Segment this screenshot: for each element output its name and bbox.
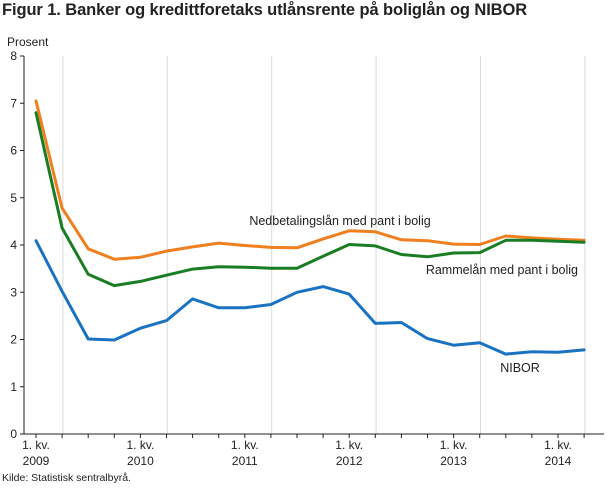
chart-title: Figur 1. Banker og kredittforetaks utlån…: [2, 1, 528, 19]
series-line-3: [34, 239, 586, 356]
x-tick-label: 1. kv.: [22, 438, 50, 452]
x-tick-label: 1. kv.: [127, 438, 155, 452]
series-label-2: Rammelån med pant i bolig: [426, 263, 578, 277]
x-tick-label: 1. kv.: [544, 438, 572, 452]
y-tick-label: 1: [10, 380, 17, 394]
x-tick-year: 2014: [545, 454, 572, 468]
source-note: Kilde: Statistisk sentralbyrå.: [2, 472, 131, 484]
grid: [62, 56, 586, 434]
series-label-1: Nedbetalingslån med pant i bolig: [249, 214, 430, 228]
y-tick-label: 2: [10, 333, 17, 347]
series-label-3: NIBOR: [500, 361, 540, 375]
x-tick-year: 2009: [23, 454, 50, 468]
y-tick-label: 3: [10, 285, 17, 299]
x-tick-label: 1. kv.: [440, 438, 468, 452]
series-line-2: [34, 111, 586, 288]
y-tick-label: 7: [10, 96, 17, 110]
x-tick-label: 1. kv.: [231, 438, 259, 452]
y-tick-label: 4: [10, 238, 17, 252]
x-tick-year: 2013: [440, 454, 467, 468]
x-tick-year: 2010: [127, 454, 154, 468]
series-lines: [34, 99, 586, 356]
x-tick-year: 2012: [336, 454, 363, 468]
x-tick-label: 1. kv.: [335, 438, 363, 452]
y-axis-label: Prosent: [7, 35, 49, 49]
series-line-1: [34, 99, 586, 261]
series-labels: Nedbetalingslån med pant i bolig Rammelån…: [249, 214, 578, 375]
y-tick-label: 8: [10, 49, 17, 63]
y-tick-label: 0: [10, 427, 17, 441]
y-tick-label: 5: [10, 191, 17, 205]
y-tick-label: 6: [10, 144, 17, 158]
x-tick-year: 2011: [232, 454, 258, 468]
